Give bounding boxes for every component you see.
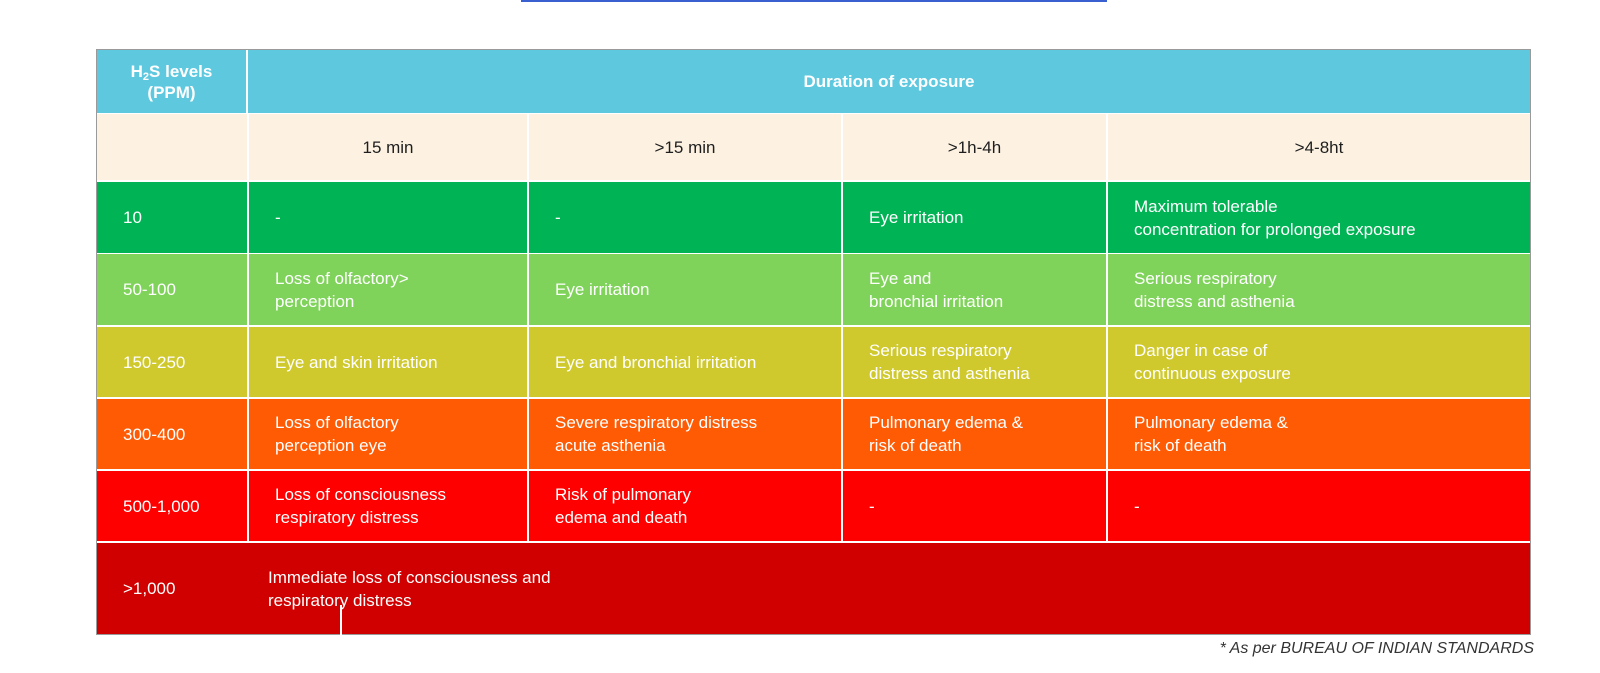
- header-duration-of-exposure: Duration of exposure: [248, 50, 1530, 113]
- duration-header: 15 min: [249, 114, 527, 180]
- effect-cell: Loss of olfactory> perception: [249, 254, 527, 325]
- effect-cell: Eye irritation: [843, 182, 1106, 253]
- header-h2s-suffix: S levels: [149, 61, 213, 81]
- header-h2s-subscript: 2: [142, 70, 150, 83]
- footnote: * As per BUREAU OF INDIAN STANDARDS: [1219, 640, 1534, 657]
- header-h2s-levels: H2S levels (PPM): [97, 50, 246, 113]
- top-accent-rule: [521, 0, 1107, 2]
- effect-cell: Serious respiratory distress and astheni…: [843, 327, 1106, 397]
- effect-cell: Loss of consciousness respiratory distre…: [249, 471, 527, 541]
- subheader-empty-cell: [97, 114, 247, 180]
- effect-cell: Serious respiratory distress and astheni…: [1108, 254, 1530, 325]
- header-h2s-prefix: H: [130, 61, 143, 81]
- effect-cell: -: [529, 182, 841, 253]
- ppm-level-cell: 300-400: [97, 399, 247, 469]
- ppm-level-cell: >1,000: [97, 543, 247, 634]
- effect-cell: Eye and bronchial irritation: [529, 327, 841, 397]
- effect-cell: -: [843, 471, 1106, 541]
- effect-cell: -: [1108, 471, 1530, 541]
- duration-header: >1h-4h: [843, 114, 1106, 180]
- effect-cell: Pulmonary edema & risk of death: [843, 399, 1106, 469]
- effect-cell: Eye and bronchial irritation: [843, 254, 1106, 325]
- ppm-level-cell: 500-1,000: [97, 471, 247, 541]
- effect-cell: Eye and skin irritation: [249, 327, 527, 397]
- ppm-level-cell: 50-100: [97, 254, 247, 325]
- effect-cell: Eye irritation: [529, 254, 841, 325]
- last-row-divider: [340, 605, 342, 673]
- ppm-level-cell: 10: [97, 182, 247, 253]
- h2s-exposure-table: H2S levels (PPM) Duration of exposure 15 …: [96, 49, 1531, 673]
- effect-cell: Loss of olfactory perception eye: [249, 399, 527, 469]
- effect-cell-merged: Immediate loss of consciousness and resp…: [247, 543, 1530, 634]
- effect-cell: Danger in case of continuous exposure: [1108, 327, 1530, 397]
- effect-cell: Pulmonary edema & risk of death: [1108, 399, 1530, 469]
- header-ppm-unit: (PPM): [147, 82, 196, 102]
- duration-header: >4-8ht: [1108, 114, 1530, 180]
- ppm-level-cell: 150-250: [97, 327, 247, 397]
- effect-cell: Maximum tolerable concentration for prol…: [1108, 182, 1530, 253]
- effect-cell: -: [249, 182, 527, 253]
- duration-header: >15 min: [529, 114, 841, 180]
- effect-cell: Severe respiratory distress acute asthen…: [529, 399, 841, 469]
- effect-cell: Risk of pulmonary edema and death: [529, 471, 841, 541]
